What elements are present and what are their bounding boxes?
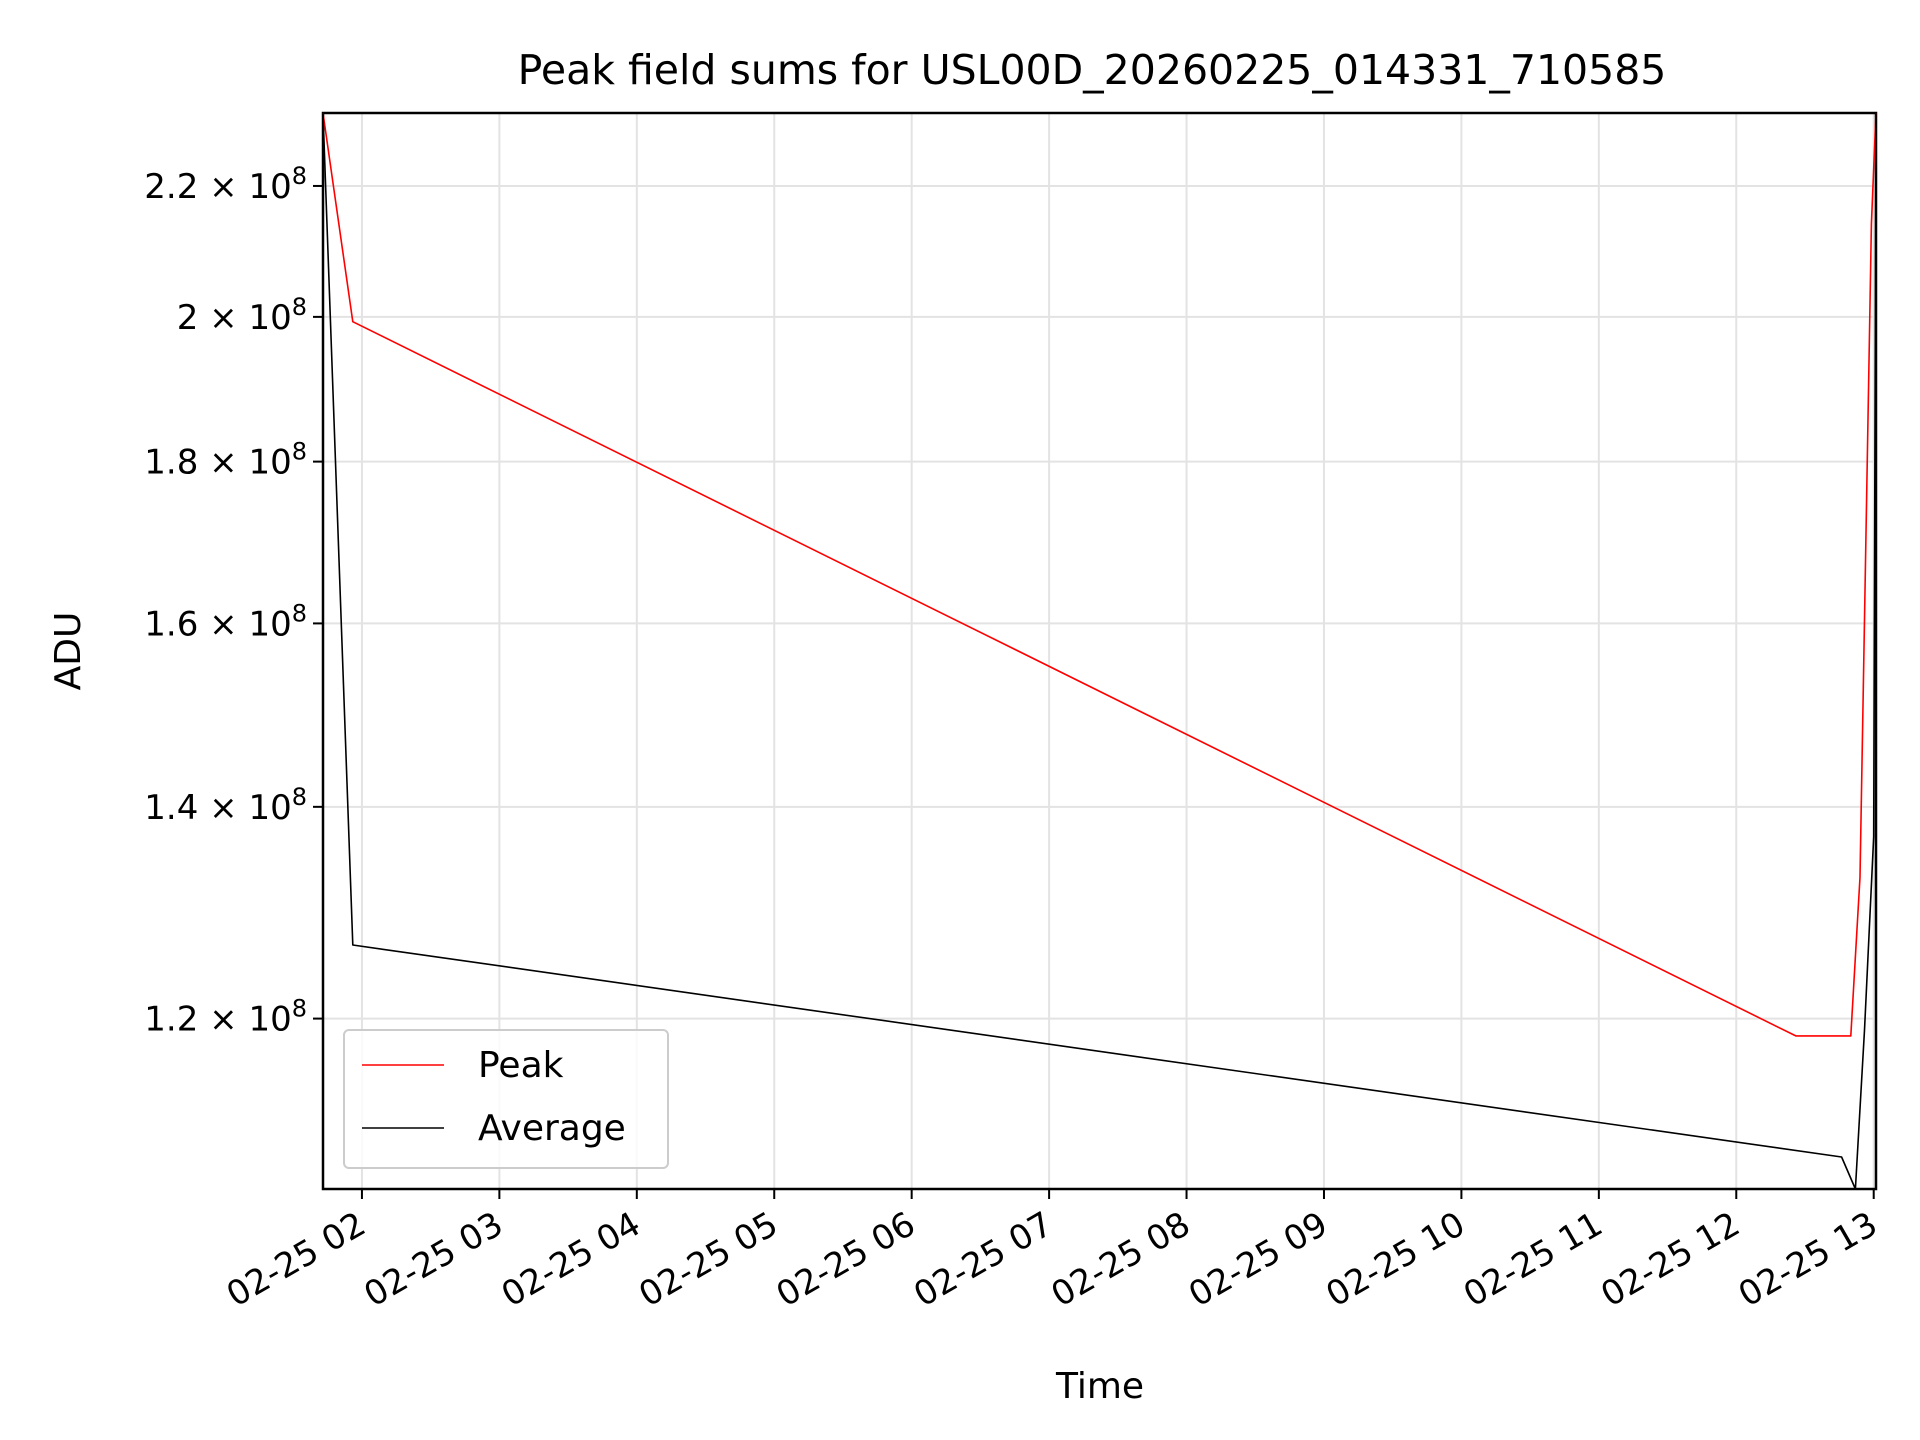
series-layer <box>322 112 1877 1190</box>
y-tick-label: 2 × 108 <box>177 293 307 338</box>
x-tick-label: 02-25 03 <box>357 1204 509 1315</box>
x-tick-label: 02-25 05 <box>632 1204 784 1315</box>
y-axis: 1.2 × 108 1.4 × 108 1.6 × 108 1.8 × 108 2 × … <box>144 162 323 1040</box>
y-tick-label: 1.4 × 108 <box>144 783 307 828</box>
grid-lines <box>323 113 1876 1189</box>
y-tick-label: 1.6 × 108 <box>144 599 307 644</box>
x-tick-label: 02-25 13 <box>1732 1204 1884 1315</box>
x-tick-label: 02-25 11 <box>1457 1204 1609 1315</box>
legend-average-label: Average <box>478 1108 626 1149</box>
plot-area <box>321 111 1878 1191</box>
y-tick-label: 1.8 × 108 <box>144 438 307 483</box>
legend: Peak Average <box>343 1029 669 1169</box>
y-tick-label: 1.2 × 108 <box>144 995 307 1040</box>
x-tick-label: 02-25 08 <box>1045 1204 1197 1315</box>
y-axis-label: ADU <box>48 612 89 691</box>
x-tick-label: 02-25 09 <box>1182 1204 1334 1315</box>
x-tick-label: 02-25 02 <box>220 1204 372 1315</box>
legend-peak-label: Peak <box>478 1045 564 1086</box>
y-tick-label: 2.2 × 108 <box>144 162 307 207</box>
series-line-peak <box>322 112 1877 1037</box>
x-tick-label: 02-25 10 <box>1320 1204 1472 1315</box>
x-tick-label: 02-25 06 <box>770 1204 922 1315</box>
x-axis-label: Time <box>1055 1366 1144 1407</box>
x-tick-label: 02-25 04 <box>495 1204 647 1315</box>
x-tick-label: 02-25 07 <box>907 1204 1059 1315</box>
x-tick-label: 02-25 12 <box>1594 1204 1746 1315</box>
chart-title: Peak field sums for USL00D_20260225_0143… <box>518 46 1667 94</box>
series-line-average <box>322 112 1877 1190</box>
